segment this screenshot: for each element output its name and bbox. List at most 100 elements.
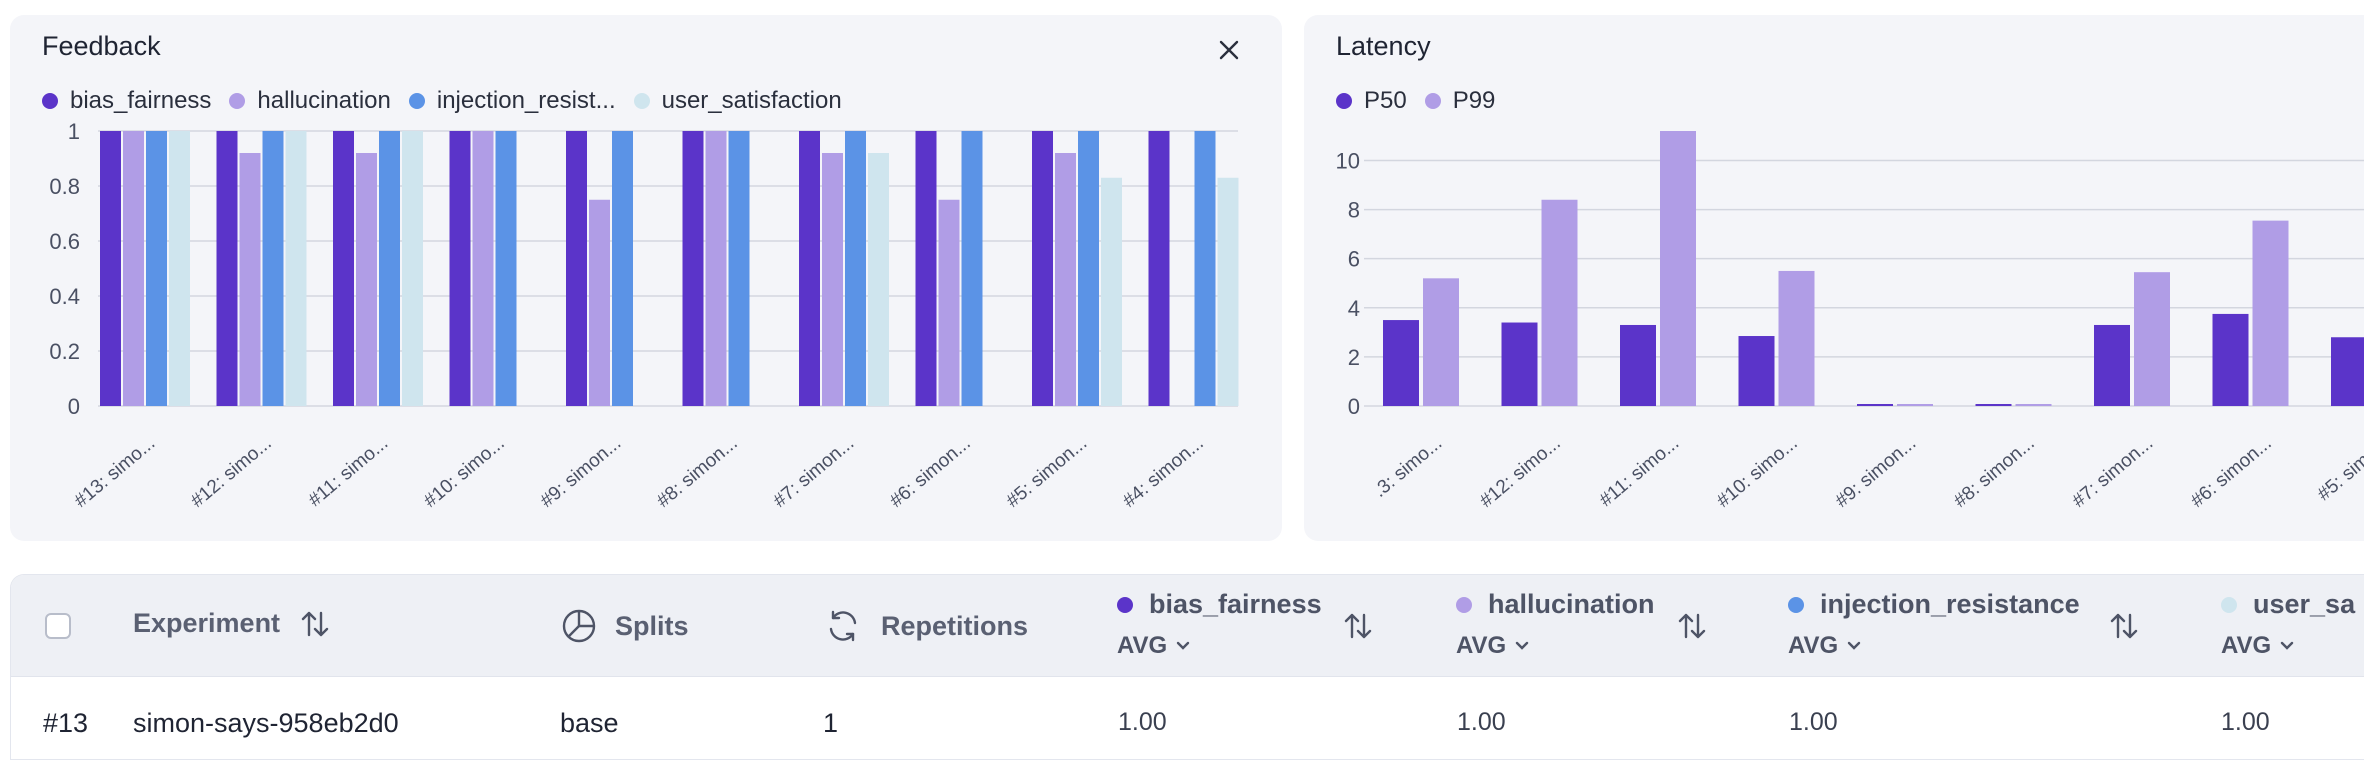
bar-p50 <box>1501 322 1538 406</box>
bar-p50 <box>2094 324 2130 406</box>
injection-resistance-value: 1.00 <box>1789 708 1838 736</box>
bar-bias-fairness <box>566 131 587 406</box>
legend-item-p99[interactable]: P99 <box>1424 87 1495 115</box>
bar-p99 <box>1423 278 1459 406</box>
bar-bias-fairness <box>1148 131 1170 406</box>
bar-injection-resist <box>379 131 400 406</box>
bar-p50 <box>2212 313 2249 406</box>
legend-dot <box>633 93 650 109</box>
latency-bar-chart: 0 2 4 6 8 10 .3: simo... #12: simo... #11: simo.… <box>1336 131 2364 512</box>
bar-injection-resist <box>262 131 284 406</box>
experiment-name[interactable]: simon-says-958eb2d0 <box>133 708 399 738</box>
bar-bias-fairness <box>333 131 354 406</box>
sort-icon[interactable] <box>1677 611 1707 641</box>
bar-injection-resist <box>146 131 167 406</box>
y-tick-label: 0 <box>1348 394 1360 419</box>
x-tick-label: #10: simo... <box>1713 433 1802 512</box>
bar-bias-fairness <box>682 131 704 406</box>
metric-name-wrap: user_sa <box>2221 589 2355 620</box>
row-id: #13 <box>43 708 89 738</box>
legend-label: P50 <box>1364 87 1407 114</box>
sort-icon[interactable] <box>300 609 330 639</box>
metric-name-wrap: bias_fairness <box>1117 589 1322 620</box>
bar-p50 <box>1383 320 1419 406</box>
x-tick-label: #9: simon... <box>1831 433 1920 512</box>
legend-item-user-satisfaction[interactable]: user_satisfaction <box>633 87 842 115</box>
aggregation-select[interactable]: AVG <box>1788 632 2080 660</box>
metric-name-wrap: injection_resistance <box>1788 589 2080 620</box>
bar-hallucination <box>938 199 960 406</box>
x-tick-label: #7: simon... <box>2068 433 2157 512</box>
legend-item-p50[interactable]: P50 <box>1336 87 1407 115</box>
metric-dot <box>2221 596 2237 613</box>
chevron-down-icon <box>1848 641 1861 650</box>
table-row[interactable]: #13 simon-says-958eb2d0 base 1 1.00 1.00… <box>11 677 2364 759</box>
metric-name-wrap: hallucination <box>1456 589 1655 620</box>
select-all-checkbox[interactable] <box>45 613 71 639</box>
experiments-table: Experiment Splits <box>10 574 2364 760</box>
bar-p50 <box>1738 336 1775 406</box>
y-tick-label: 10 <box>1336 148 1360 173</box>
metric-dot <box>1788 596 1804 613</box>
y-tick-label: 4 <box>1348 296 1360 321</box>
bar-hallucination <box>822 153 843 406</box>
aggregation-value: AVG <box>1456 632 1507 659</box>
column-header-repetitions[interactable]: Repetitions <box>825 608 1028 644</box>
legend-item-hallucination[interactable]: hallucination <box>229 87 391 115</box>
x-tick-label: .3: simo... <box>1370 433 1447 502</box>
legend-dot <box>229 93 246 109</box>
bar-hallucination <box>472 131 494 406</box>
bar-hallucination <box>705 131 727 406</box>
feedback-chart-title: Feedback <box>42 31 161 61</box>
bar-p99 <box>1541 199 1578 406</box>
x-tick-label: #8: simon... <box>1950 433 2039 512</box>
x-tick-label: #4: simon... <box>1119 433 1208 512</box>
legend-dot <box>408 93 425 109</box>
column-header-injection-resistance: injection_resistance AVG <box>1788 589 2080 660</box>
column-header-splits[interactable]: Splits <box>561 608 689 644</box>
bar-user-satisfaction <box>1217 177 1239 406</box>
legend-item-injection-resistance[interactable]: injection_resist... <box>408 87 616 115</box>
y-tick-label: 0.8 <box>49 174 80 199</box>
table-header: Experiment Splits <box>11 575 2364 677</box>
bar-injection-resist <box>1078 131 1099 406</box>
x-tick-label: #12: simo... <box>1476 433 1565 512</box>
bar-injection-resist <box>495 131 517 406</box>
x-tick-label: #13: simo... <box>70 433 159 512</box>
x-tick-label: #5: simo... <box>2314 433 2364 505</box>
bar-p50 <box>1975 404 2012 406</box>
bar-user-satisfaction <box>169 131 190 406</box>
aggregation-select[interactable]: AVG <box>2221 632 2355 660</box>
aggregation-select[interactable]: AVG <box>1117 632 1322 660</box>
sort-icon[interactable] <box>2109 611 2139 641</box>
x-tick-label: #11: simo... <box>1596 433 1684 511</box>
bar-injection-resist <box>845 131 866 406</box>
bar-injection-resist <box>961 131 983 406</box>
legend-label: bias_fairness <box>70 87 212 114</box>
column-header-user-satisfaction: user_sa AVG <box>2221 589 2355 660</box>
feedback-chart-card: Feedback bias_fairness hallucination inj… <box>10 15 1282 541</box>
aggregation-select[interactable]: AVG <box>1456 632 1655 660</box>
legend-dot <box>42 93 58 109</box>
bar-p50 <box>2331 337 2364 406</box>
sort-icon[interactable] <box>1343 611 1373 641</box>
user-satisfaction-value: 1.00 <box>2221 708 2270 736</box>
bar-hallucination <box>356 153 377 406</box>
legend-label: hallucination <box>257 87 391 114</box>
bar-bias-fairness <box>799 131 820 406</box>
metric-dot <box>1456 596 1472 613</box>
bar-p99 <box>1778 270 1815 406</box>
latency-legend: P50 P99 <box>1336 87 1513 115</box>
legend-dot <box>1424 93 1441 109</box>
feedback-bar-chart: 0 0.2 0.4 0.6 0.8 1 #13: simo... #12: simo... #1… <box>49 119 1239 512</box>
bar-bias-fairness <box>216 131 238 406</box>
x-tick-label: #7: simon... <box>769 433 858 512</box>
column-header-hallucination: hallucination AVG <box>1456 589 1655 660</box>
legend-item-bias-fairness[interactable]: bias_fairness <box>42 87 211 115</box>
bar-p99 <box>2134 272 2170 406</box>
close-button[interactable] <box>1212 33 1246 67</box>
x-tick-label: #10: simo... <box>420 433 509 512</box>
column-header-experiment[interactable]: Experiment <box>133 608 330 639</box>
split-value: base <box>560 708 619 738</box>
